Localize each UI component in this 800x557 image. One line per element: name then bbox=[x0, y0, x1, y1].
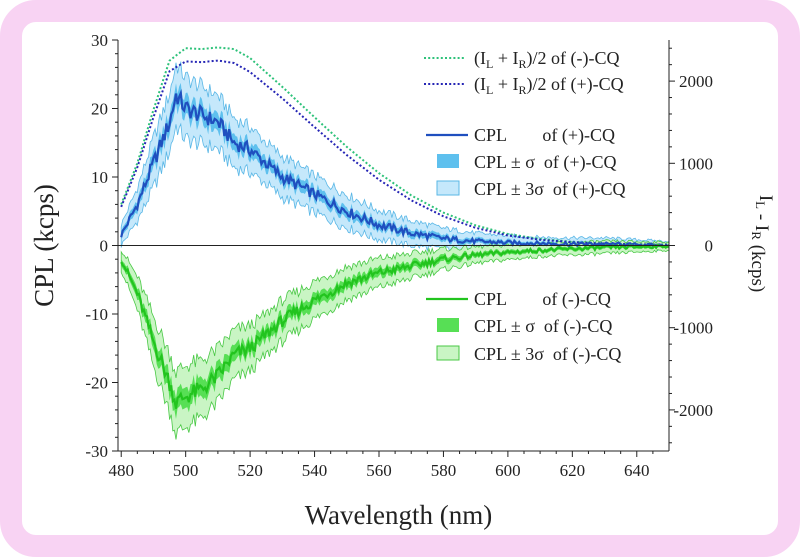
legend-label-total_minus: (IL + IR)/2 of (-)-CQ bbox=[474, 48, 620, 71]
legend-label-band1-plus: CPL ± σ of (+)-CQ bbox=[474, 152, 617, 173]
right-axis-title: IL - IR (kcps) bbox=[747, 195, 776, 292]
yl-tick-label--20: -20 bbox=[85, 374, 108, 393]
dotted-line-total_plus bbox=[120, 59, 669, 246]
legend-label-line-plus: CPL of (+)-CQ bbox=[474, 125, 615, 146]
legend-label-part: L bbox=[486, 57, 493, 71]
x-tick-label-600: 600 bbox=[495, 461, 521, 480]
yl-tick-label--10: -10 bbox=[85, 305, 108, 324]
yr-tick-label--1000: -1000 bbox=[673, 319, 713, 338]
x-tick-label-640: 640 bbox=[624, 461, 650, 480]
legend-label-part: R bbox=[519, 83, 527, 97]
legend-swatch-band1-plus bbox=[437, 154, 459, 168]
legend-label-line-minus: CPL of (-)-CQ bbox=[474, 289, 611, 310]
legend-label-band1-minus: CPL ± σ of (-)-CQ bbox=[474, 316, 612, 337]
x-tick-label-620: 620 bbox=[560, 461, 586, 480]
x-tick-label-580: 580 bbox=[431, 461, 457, 480]
yr-tick-label--2000: -2000 bbox=[673, 401, 713, 420]
right-axis-title-part: - I bbox=[751, 209, 772, 231]
right-axis-title-part: L bbox=[753, 201, 768, 209]
x-axis-title: Wavelength (nm) bbox=[305, 500, 493, 530]
yl-tick-label--30: -30 bbox=[85, 442, 108, 461]
right-axis-title-part: I bbox=[755, 195, 776, 201]
x-tick-label-500: 500 bbox=[173, 461, 199, 480]
legend-label-part: L bbox=[486, 83, 493, 97]
yr-tick-label-1000: 1000 bbox=[679, 154, 713, 173]
yr-tick-label-2000: 2000 bbox=[679, 72, 713, 91]
right-axis-title-part: (kcps) bbox=[747, 240, 768, 292]
x-tick-label-540: 540 bbox=[302, 461, 328, 480]
x-tick-label-520: 520 bbox=[237, 461, 263, 480]
yl-tick-label-0: 0 bbox=[100, 237, 109, 256]
cpl-line-minus bbox=[120, 243, 670, 409]
yr-tick-label-0: 0 bbox=[705, 237, 714, 256]
legend-label-part: )/2 of (-)-CQ bbox=[527, 48, 620, 69]
legend-label-part: + I bbox=[493, 48, 518, 68]
legend-label-band3-plus: CPL ± 3σ of (+)-CQ bbox=[474, 179, 626, 200]
yl-tick-label-30: 30 bbox=[91, 31, 108, 50]
legend-swatch-band3-plus bbox=[436, 180, 460, 196]
legend-label-part: )/2 of (+)-CQ bbox=[527, 74, 624, 95]
x-tick-label-480: 480 bbox=[108, 461, 134, 480]
x-tick-label-560: 560 bbox=[366, 461, 392, 480]
legend-label-part: (I bbox=[474, 48, 486, 69]
legend-label-total_plus: (IL + IR)/2 of (+)-CQ bbox=[474, 74, 624, 97]
yl-tick-label-20: 20 bbox=[91, 100, 108, 119]
yl-tick-label-10: 10 bbox=[91, 168, 108, 187]
legend-label-part: (I bbox=[474, 74, 486, 95]
legend-swatch-band3-minus bbox=[436, 345, 460, 361]
right-axis-title-part: R bbox=[749, 231, 764, 240]
legend-swatch-band1-minus bbox=[437, 318, 459, 332]
legend-label-part: + I bbox=[493, 74, 518, 94]
legend-label-band3-minus: CPL ± 3σ of (-)-CQ bbox=[474, 344, 621, 365]
left-axis-title: CPL (kcps) bbox=[29, 184, 59, 307]
legend-label-part: R bbox=[519, 57, 527, 71]
